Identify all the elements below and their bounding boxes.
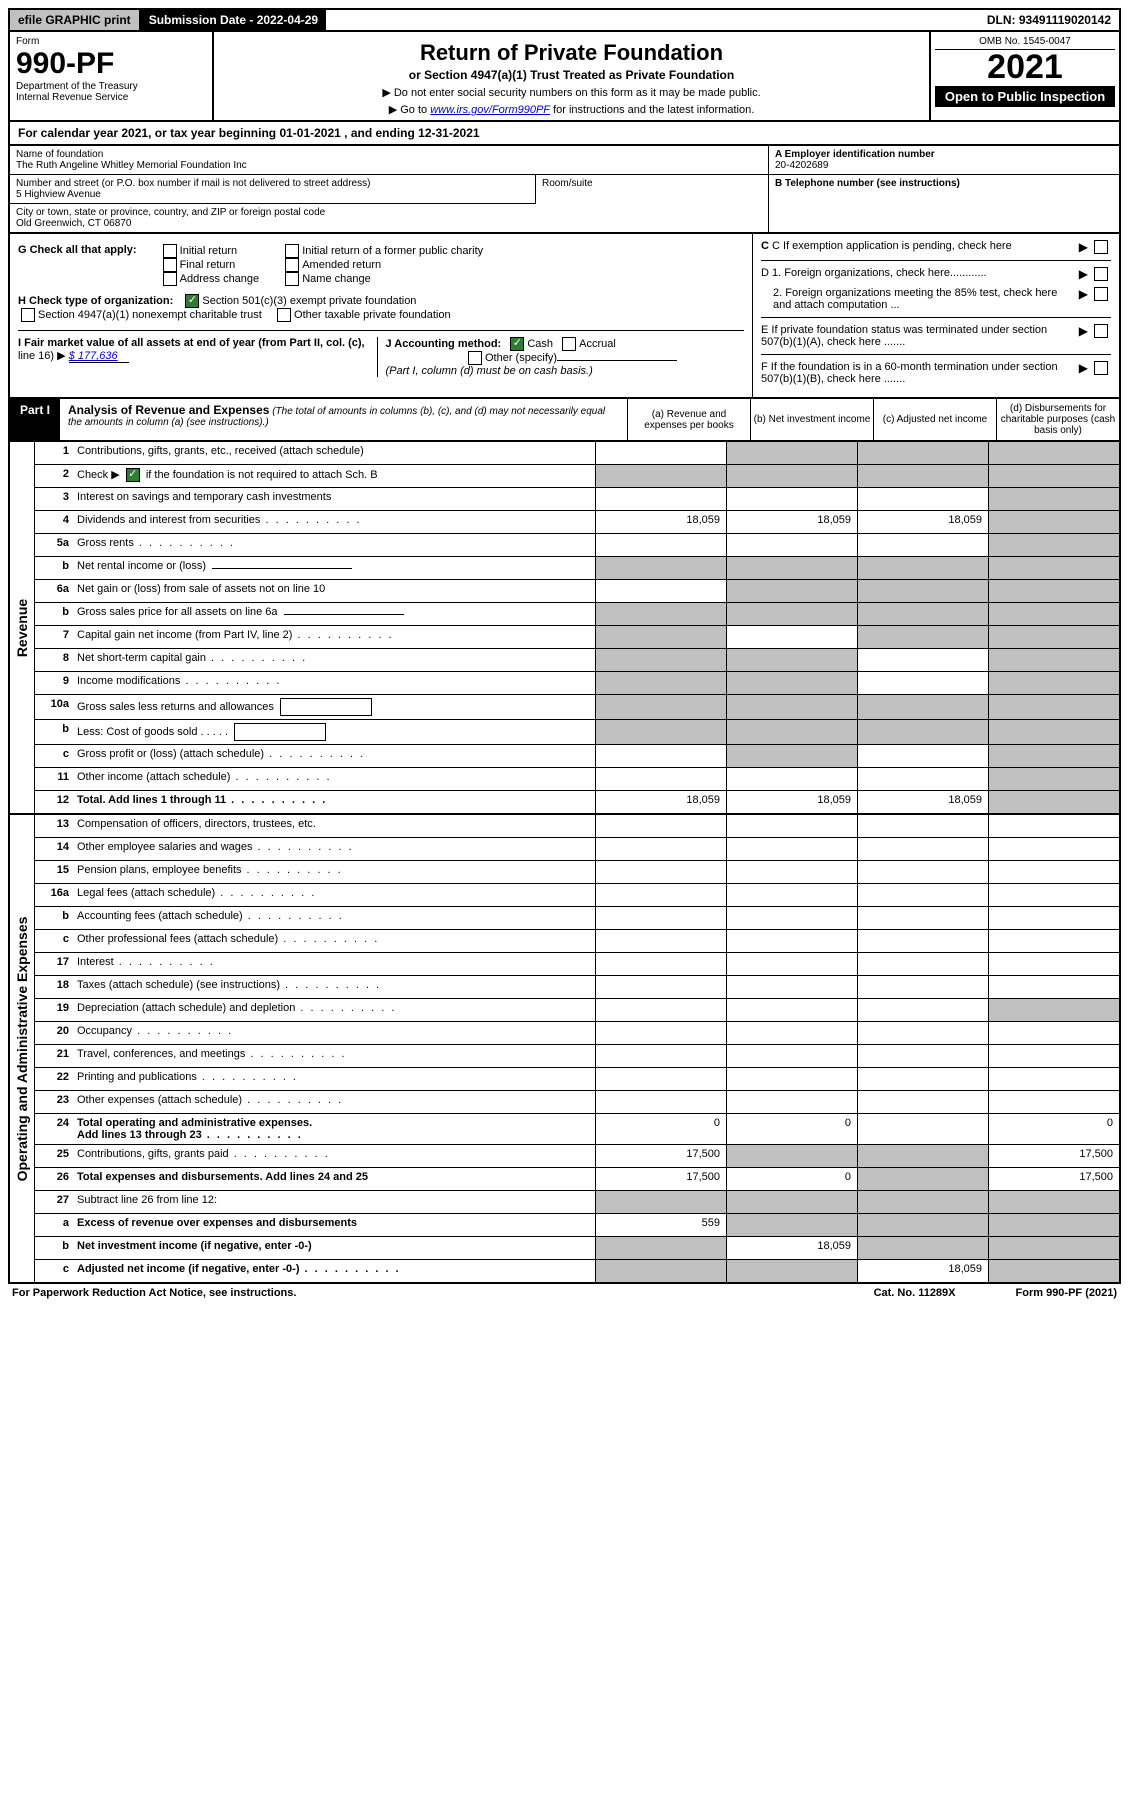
form-header: Form 990-PF Department of the Treasury I…	[8, 32, 1121, 122]
efile-print-button[interactable]: efile GRAPHIC print	[10, 10, 141, 30]
accrual-checkbox[interactable]	[562, 337, 576, 351]
col-c-header: (c) Adjusted net income	[873, 399, 996, 440]
phone-label: B Telephone number (see instructions)	[775, 178, 1113, 189]
tax-year: 2021	[935, 50, 1115, 84]
other-taxable-checkbox[interactable]	[277, 308, 291, 322]
revenue-section: Revenue 1Contributions, gifts, grants, e…	[8, 442, 1121, 815]
room-suite-label: Room/suite	[542, 178, 762, 189]
e-checkbox[interactable]	[1094, 324, 1108, 338]
i-line16: line 16) ▶	[18, 350, 66, 362]
submission-date: Submission Date - 2022-04-29	[141, 10, 326, 30]
i-label: I Fair market value of all assets at end…	[18, 337, 365, 349]
ein-label: A Employer identification number	[775, 149, 1113, 160]
final-return-checkbox[interactable]	[163, 258, 177, 272]
col-d-header: (d) Disbursements for charitable purpose…	[996, 399, 1119, 440]
g-label: G Check all that apply:	[18, 244, 137, 256]
dln-number: DLN: 93491119020142	[979, 10, 1119, 30]
f-checkbox[interactable]	[1094, 361, 1108, 375]
form-title: Return of Private Foundation	[218, 40, 925, 66]
form-subtitle: or Section 4947(a)(1) Trust Treated as P…	[218, 68, 925, 82]
identification-block: Name of foundation The Ruth Angeline Whi…	[8, 146, 1121, 234]
header-note-1: ▶ Do not enter social security numbers o…	[218, 86, 925, 99]
fmv-value[interactable]: $ 177,636	[69, 350, 129, 363]
city-label: City or town, state or province, country…	[16, 207, 762, 218]
h-label: H Check type of organization:	[18, 295, 173, 307]
c-checkbox[interactable]	[1094, 240, 1108, 254]
501c3-checkbox[interactable]	[185, 294, 199, 308]
checkbox-section: G Check all that apply: Initial return F…	[8, 234, 1121, 399]
4947a1-checkbox[interactable]	[21, 308, 35, 322]
j-label: J Accounting method:	[386, 338, 502, 350]
catalog-number: Cat. No. 11289X	[874, 1287, 956, 1299]
name-label: Name of foundation	[16, 149, 762, 160]
d2-checkbox[interactable]	[1094, 287, 1108, 301]
form-number: 990-PF	[16, 49, 206, 79]
schb-checkbox[interactable]	[126, 468, 140, 482]
amended-return-checkbox[interactable]	[285, 258, 299, 272]
calendar-year-line: For calendar year 2021, or tax year begi…	[8, 122, 1121, 146]
revenue-side-label: Revenue	[14, 598, 30, 656]
part1-label: Part I	[10, 399, 60, 440]
foundation-name: The Ruth Angeline Whitley Memorial Found…	[16, 160, 762, 171]
col-a-header: (a) Revenue and expenses per books	[627, 399, 750, 440]
expenses-side-label: Operating and Administrative Expenses	[14, 916, 30, 1181]
street-label: Number and street (or P.O. box number if…	[16, 178, 529, 189]
cash-checkbox[interactable]	[510, 337, 524, 351]
irs-link[interactable]: www.irs.gov/Form990PF	[430, 104, 550, 116]
form-word: Form	[16, 36, 206, 47]
initial-return-checkbox[interactable]	[163, 244, 177, 258]
form-footer-label: Form 990-PF (2021)	[1016, 1287, 1117, 1299]
city-state-zip: Old Greenwich, CT 06870	[16, 218, 762, 229]
open-inspection-badge: Open to Public Inspection	[935, 86, 1115, 107]
other-method-checkbox[interactable]	[468, 351, 482, 365]
dept-label: Department of the Treasury	[16, 81, 206, 92]
paperwork-notice: For Paperwork Reduction Act Notice, see …	[12, 1287, 296, 1299]
address-change-checkbox[interactable]	[163, 272, 177, 286]
page-footer: For Paperwork Reduction Act Notice, see …	[8, 1287, 1121, 1299]
name-change-checkbox[interactable]	[285, 272, 299, 286]
header-note-2: ▶ Go to www.irs.gov/Form990PF for instru…	[218, 103, 925, 116]
ein-value: 20-4202689	[775, 160, 1113, 171]
col-b-header: (b) Net investment income	[750, 399, 873, 440]
irs-label: Internal Revenue Service	[16, 92, 206, 103]
part1-header: Part I Analysis of Revenue and Expenses …	[8, 399, 1121, 442]
d1-checkbox[interactable]	[1094, 267, 1108, 281]
initial-former-checkbox[interactable]	[285, 244, 299, 258]
street-address: 5 Highview Avenue	[16, 189, 529, 200]
j-note: (Part I, column (d) must be on cash basi…	[386, 365, 593, 377]
top-bar: efile GRAPHIC print Submission Date - 20…	[8, 8, 1121, 32]
expenses-section: Operating and Administrative Expenses 13…	[8, 815, 1121, 1284]
